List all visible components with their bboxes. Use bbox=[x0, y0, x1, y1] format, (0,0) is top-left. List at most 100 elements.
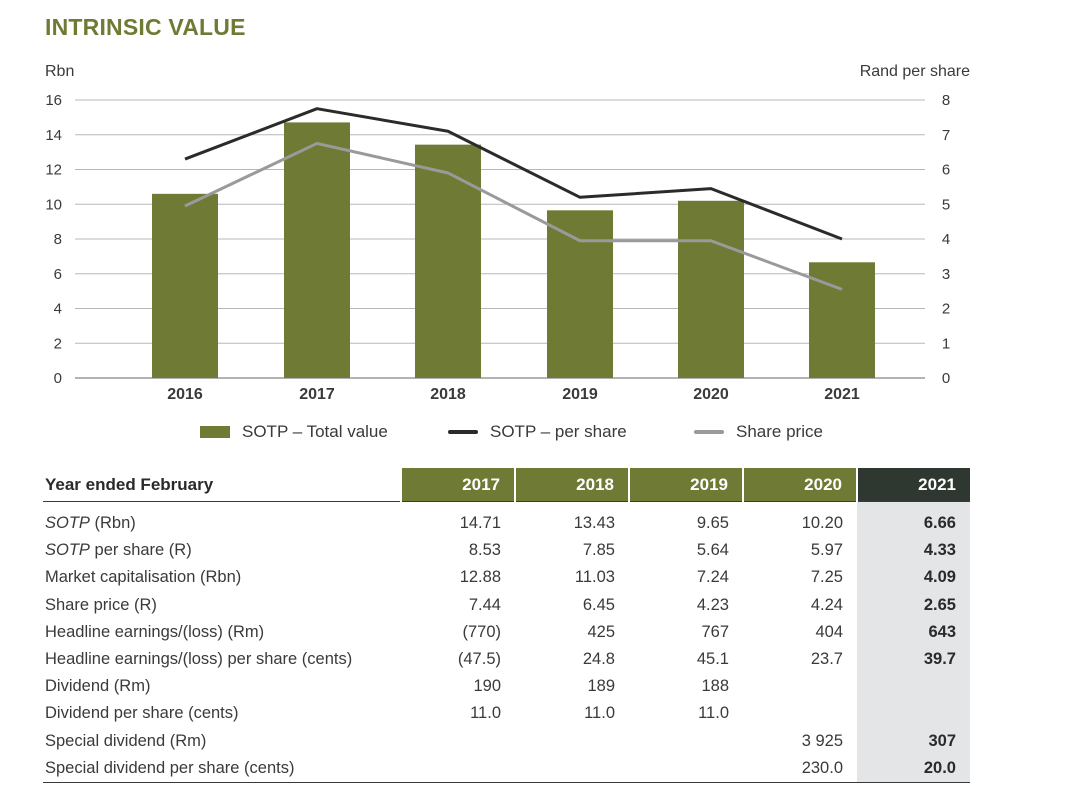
category-label: 2021 bbox=[824, 386, 860, 403]
table-row: SOTP (Rbn) 14.71 13.43 9.65 10.20 6.66 bbox=[43, 501, 970, 538]
category-label: 2016 bbox=[167, 386, 203, 403]
cell-value: (770) bbox=[462, 622, 501, 641]
cell-value: 10.20 bbox=[801, 514, 843, 533]
legend-swatch-bar bbox=[200, 426, 230, 438]
row-label-text: Dividend per share (cents) bbox=[45, 704, 239, 723]
cell-value bbox=[629, 754, 743, 783]
right-tick-label: 0 bbox=[942, 370, 950, 387]
cell-value: 7.44 bbox=[468, 595, 501, 614]
year-header-current: 2021 bbox=[856, 468, 970, 502]
cell-current-year: 20.0 bbox=[857, 754, 970, 783]
year-header: 2019 bbox=[628, 468, 743, 502]
financial-table: Year ended February 2017 2018 2019 2020 … bbox=[43, 468, 970, 783]
cell-value: (47.5) bbox=[457, 650, 501, 669]
left-tick-label: 0 bbox=[54, 370, 62, 387]
row-label: Share price (R) bbox=[43, 592, 401, 619]
left-axis-label: Rbn bbox=[45, 63, 75, 80]
cell-value: 11.0 bbox=[584, 704, 615, 723]
left-tick-label: 14 bbox=[45, 127, 62, 144]
table-row: Special dividend per share (cents) 230.0 2… bbox=[43, 754, 970, 783]
cell-value: 24.8 bbox=[582, 650, 615, 669]
row-label-text: Headline earnings/(loss) (Rm) bbox=[45, 622, 265, 641]
left-tick-label: 16 bbox=[45, 92, 62, 109]
cell-value bbox=[401, 728, 515, 755]
table-header-row: Year ended February 2017 2018 2019 2020 … bbox=[43, 468, 970, 502]
cell-value: 189 bbox=[587, 677, 615, 696]
cell-value bbox=[401, 754, 515, 783]
table-row: Headline earnings/(loss) (Rm) (770) 425 767… bbox=[43, 618, 970, 646]
legend-item-total-value: SOTP – Total value bbox=[200, 422, 388, 442]
right-tick-label: 2 bbox=[942, 301, 950, 318]
legend-swatch-line bbox=[694, 430, 724, 434]
table-row: Special dividend (Rm) 3 925 307 bbox=[43, 727, 970, 755]
table-row: Share price (R) 7.44 6.45 4.23 4.24 2.65 bbox=[43, 591, 970, 619]
cell-value: 9.65 bbox=[696, 514, 729, 533]
row-label: Special dividend (Rm) bbox=[43, 728, 401, 755]
table-row: Market capitalisation (Rbn) 12.88 11.03 7.2… bbox=[43, 564, 970, 592]
row-label-text: Share price (R) bbox=[45, 595, 157, 614]
cell-current-year: 4.33 bbox=[857, 537, 970, 565]
cell-value: 3 925 bbox=[801, 731, 843, 750]
row-label: Headline earnings/(loss) per share (cent… bbox=[43, 646, 401, 673]
right-tick-label: 1 bbox=[942, 335, 950, 352]
category-label: 2020 bbox=[693, 386, 729, 403]
row-label: SOTP (Rbn) bbox=[43, 502, 401, 538]
cell-value: 14.71 bbox=[459, 514, 501, 533]
cell-value: 190 bbox=[473, 677, 501, 696]
left-tick-label: 10 bbox=[45, 196, 62, 213]
cell-value: 11.0 bbox=[470, 704, 501, 723]
sotp-per-share-line bbox=[184, 107, 843, 241]
cell-current-year: 307 bbox=[857, 727, 970, 755]
cell-value: 7.24 bbox=[696, 568, 729, 587]
cell-value: 11.0 bbox=[698, 704, 729, 723]
row-label: Special dividend per share (cents) bbox=[43, 754, 401, 783]
right-tick-label: 3 bbox=[942, 266, 950, 283]
cell-current-year: 643 bbox=[857, 618, 970, 646]
cell-value: 425 bbox=[587, 622, 615, 641]
right-tick-label: 7 bbox=[942, 127, 950, 144]
cell-value: 767 bbox=[701, 622, 729, 641]
table-row: Headline earnings/(loss) per share (cent… bbox=[43, 645, 970, 674]
cell-value bbox=[743, 673, 857, 700]
cell-value: 13.43 bbox=[573, 514, 615, 533]
table-row: Dividend (Rm) 190 189 188 bbox=[43, 673, 970, 701]
legend-item-share-price: Share price bbox=[694, 422, 823, 442]
row-label-text: Headline earnings/(loss) per share (cent… bbox=[45, 650, 353, 669]
bar-2020 bbox=[678, 200, 744, 378]
bar-2018 bbox=[415, 144, 481, 378]
cell-value: 5.64 bbox=[696, 541, 729, 560]
bar-2019 bbox=[547, 210, 613, 378]
cell-value: 7.85 bbox=[582, 541, 615, 560]
left-tick-label: 4 bbox=[54, 301, 62, 318]
cell-value: 6.45 bbox=[582, 595, 615, 614]
year-header: 2020 bbox=[742, 468, 857, 502]
row-label-text: (Rbn) bbox=[89, 514, 136, 533]
bar-2017 bbox=[284, 122, 350, 378]
legend-label: SOTP – per share bbox=[490, 422, 627, 441]
left-tick-label: 8 bbox=[54, 231, 62, 248]
share-price-line bbox=[184, 141, 843, 291]
row-label-text: Market capitalisation (Rbn) bbox=[45, 568, 242, 587]
row-label: Dividend per share (cents) bbox=[43, 700, 401, 727]
row-label: Dividend (Rm) bbox=[43, 673, 401, 700]
cell-value: 230.0 bbox=[743, 754, 857, 783]
row-label-italic: SOTP bbox=[45, 514, 90, 533]
row-label: Market capitalisation (Rbn) bbox=[43, 564, 401, 591]
category-label: 2019 bbox=[562, 386, 598, 403]
row-label-italic: SOTP bbox=[45, 541, 90, 560]
cell-value: 7.25 bbox=[810, 568, 843, 587]
cell-value bbox=[515, 754, 629, 783]
row-label-text: Special dividend (Rm) bbox=[45, 731, 207, 750]
right-tick-label: 5 bbox=[942, 196, 950, 213]
year-header: 2017 bbox=[400, 468, 515, 502]
cell-current-year: 2.65 bbox=[857, 591, 970, 619]
bar-2016 bbox=[152, 193, 218, 378]
row-label-text: Dividend (Rm) bbox=[45, 677, 151, 696]
cell-value bbox=[629, 728, 743, 755]
legend-label: SOTP – Total value bbox=[242, 422, 388, 441]
cell-value: 11.03 bbox=[574, 568, 615, 587]
legend-swatch-line bbox=[448, 430, 478, 434]
cell-value bbox=[515, 728, 629, 755]
cell-current-year: 6.66 bbox=[857, 501, 970, 538]
